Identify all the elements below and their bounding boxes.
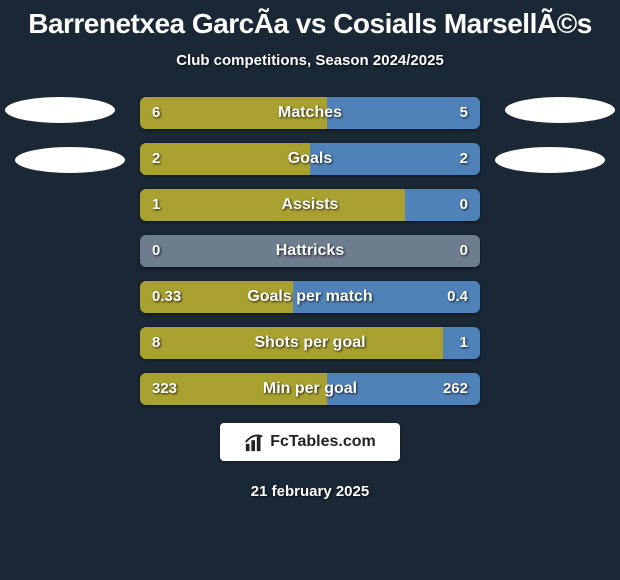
brand-text: FcTables.com bbox=[270, 433, 376, 451]
stat-bar-right bbox=[327, 97, 480, 129]
stat-row: 10Assists bbox=[140, 189, 480, 221]
stat-row: 81Shots per goal bbox=[140, 327, 480, 359]
stat-row: 0.330.4Goals per match bbox=[140, 281, 480, 313]
page-title: Barrenetxea GarcÃ­a vs Cosialls MarsellÃ… bbox=[0, 0, 620, 40]
stat-bar-right bbox=[443, 327, 480, 359]
stat-bar-left bbox=[140, 281, 293, 313]
stat-bar-right bbox=[405, 189, 480, 221]
stat-bar-left bbox=[140, 143, 310, 175]
stat-row: 00Hattricks bbox=[140, 235, 480, 267]
brand-logo-icon bbox=[244, 431, 266, 453]
stat-row: 22Goals bbox=[140, 143, 480, 175]
player-left-oval-1 bbox=[5, 97, 115, 123]
stat-row: 323262Min per goal bbox=[140, 373, 480, 405]
stat-bar-right bbox=[310, 143, 480, 175]
player-right-oval-2 bbox=[495, 147, 605, 173]
stat-bar-neutral bbox=[140, 235, 480, 267]
date-text: 21 february 2025 bbox=[0, 483, 620, 500]
stat-bar-right bbox=[327, 373, 480, 405]
page-subtitle: Club competitions, Season 2024/2025 bbox=[0, 52, 620, 69]
stat-bar-left bbox=[140, 327, 443, 359]
brand-box: FcTables.com bbox=[220, 423, 400, 461]
stat-row: 65Matches bbox=[140, 97, 480, 129]
stat-bar-left bbox=[140, 189, 405, 221]
stat-bar-left bbox=[140, 97, 327, 129]
stats-area: 65Matches 22Goals 10Assists 00Hattricks 0.33… bbox=[0, 97, 620, 405]
bars-container: 65Matches 22Goals 10Assists 00Hattricks 0.33… bbox=[140, 97, 480, 405]
stat-bar-right bbox=[293, 281, 480, 313]
stat-bar-left bbox=[140, 373, 327, 405]
player-right-oval-1 bbox=[505, 97, 615, 123]
player-left-oval-2 bbox=[15, 147, 125, 173]
